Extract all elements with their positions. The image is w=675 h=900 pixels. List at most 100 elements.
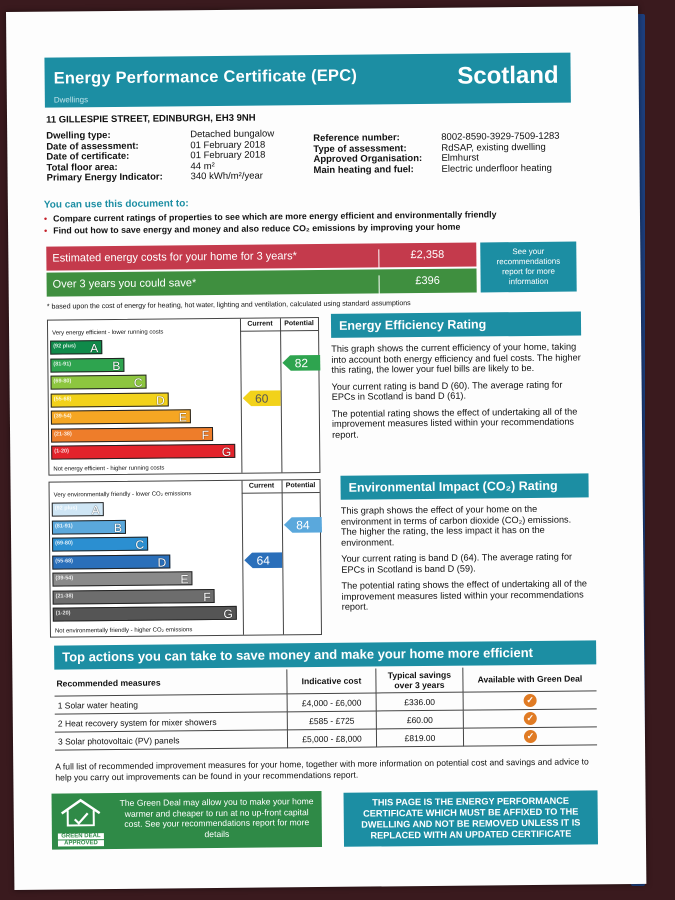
savings-cell: £60.00 <box>376 710 464 729</box>
detail-value: 340 kWh/m²/year <box>190 170 263 183</box>
details-left: Dwelling type: Detached bungalow Date of … <box>46 128 312 184</box>
band-range: (81-91) <box>54 522 73 530</box>
header-green-deal: Available with Green Deal <box>462 666 597 693</box>
band-range: (55-68) <box>55 557 74 565</box>
measure-cell: 3 Solar photovoltaic (PV) panels <box>54 729 288 751</box>
chart-bottom-label: Not energy efficient - higher running co… <box>53 465 165 473</box>
cost-cell: £585 - £725 <box>287 710 377 730</box>
cost-cell: £4,000 - £6,000 <box>287 692 377 712</box>
rating-band-a: (92 plus) A <box>50 340 103 355</box>
potential-rating-arrow: 82 <box>282 354 320 370</box>
detail-row: Primary Energy Indicator: 340 kWh/m²/year <box>47 171 312 184</box>
current-column-header: Current <box>247 320 273 328</box>
band-range: (21-38) <box>55 592 74 600</box>
chart-top-label: Very energy efficient - lower running co… <box>52 329 164 337</box>
ei-current-rating-text: Your current rating is band D (64). The … <box>341 551 573 575</box>
savings-row: Over 3 years you could save* £396 <box>46 268 477 300</box>
band-letter: B <box>113 520 123 535</box>
ee-potential-rating-text: The potential rating shows the effect of… <box>331 406 578 440</box>
environmental-impact-title: Environmental Impact (CO₂) Rating <box>340 473 589 500</box>
property-address: 11 GILLESPIE STREET, EDINBURGH, EH3 9NH <box>45 112 256 126</box>
document-subtitle: Dwellings <box>53 95 89 105</box>
band-range: (69-80) <box>55 540 73 547</box>
rating-band-f: (21-38) F <box>50 426 214 443</box>
house-icon <box>60 798 101 827</box>
details-right: Reference number: 8002-8590-3929-7509-128… <box>313 131 583 176</box>
detail-value: 01 February 2018 <box>190 149 266 162</box>
detail-value: Electric underfloor heating <box>441 162 552 175</box>
band-range: (55-68) <box>53 395 72 403</box>
savings-cell: £819.00 <box>376 728 464 747</box>
chart-top-label: Very environmentally friendly - lower CO… <box>53 491 192 499</box>
top-actions-title: Top actions you can take to save money a… <box>54 640 597 670</box>
current-rating-arrow: 60 <box>243 390 281 406</box>
ei-potential-rating-text: The potential rating shows the effect of… <box>341 578 588 612</box>
green-deal-cell: ✓ <box>463 690 597 711</box>
band-range: (1-20) <box>55 610 71 617</box>
table-row: 3 Solar photovoltaic (PV) panels £5,000 … <box>54 726 598 751</box>
cost-footnote: * based upon the cost of energy for heat… <box>46 300 411 311</box>
rating-band-g: (1-20) G <box>51 443 236 460</box>
country-label: Scotland <box>457 61 559 90</box>
logo-text-bottom: APPROVED <box>57 840 105 847</box>
current-rating-value: 64 <box>256 552 271 568</box>
ee-current-rating-text: Your current rating is band D (60). The … <box>331 379 563 402</box>
savings-label: Over 3 years you could save* <box>52 277 197 291</box>
measure-cell: 1 Solar water heating <box>54 693 288 715</box>
rating-band-d: (55-68) D <box>50 391 169 408</box>
current-column-header: Current <box>248 482 275 490</box>
cost-cell: £5,000 - £8,000 <box>287 728 377 748</box>
band-letter: E <box>178 410 187 425</box>
cost-summary: Estimated energy costs for your home for… <box>46 241 577 300</box>
check-icon: ✓ <box>523 693 537 708</box>
current-rating-value: 60 <box>254 390 269 406</box>
band-letter: D <box>157 554 167 570</box>
potential-column-header: Potential <box>284 320 314 328</box>
rating-band-c: (69-80) C <box>50 374 147 390</box>
band-range: (92 plus) <box>53 343 76 350</box>
see-recommendations-text: See your recommendations report for more… <box>496 246 561 287</box>
ee-paragraph: This graph shows the current efficiency … <box>331 341 581 375</box>
band-letter: F <box>203 589 211 604</box>
rating-band-f: (21-38) F <box>52 588 215 605</box>
ee-text-section: Energy Efficiency Rating This graph show… <box>330 311 582 440</box>
actions-table: Recommended measures Indicative cost Typ… <box>54 666 598 751</box>
green-deal-cell: ✓ <box>463 708 597 729</box>
potential-rating-arrow: 84 <box>284 516 322 532</box>
detail-row: Main heating and fuel: Electric underfloo… <box>313 162 583 176</box>
band-letter: F <box>201 427 210 442</box>
green-deal-logo: GREEN DEAL APPROVED <box>57 797 105 847</box>
band-letter: B <box>112 358 121 373</box>
rating-band-e: (39-54) E <box>52 571 193 587</box>
check-icon: ✓ <box>523 729 538 744</box>
rating-band-b: (81-91) B <box>51 519 127 535</box>
use-document-title: You can use this document to: <box>43 198 189 211</box>
band-letter: G <box>223 606 233 621</box>
band-letter: C <box>133 375 143 390</box>
energy-efficiency-chart: Current Potential Very energy efficient … <box>46 317 320 476</box>
rating-band-c: (69-80) C <box>52 536 149 552</box>
epc-header: Energy Performance Certificate (EPC) Dwe… <box>44 52 571 108</box>
band-letter: A <box>91 503 100 518</box>
detail-key: Primary Energy Indicator: <box>46 171 163 184</box>
logo-text-top: GREEN DEAL <box>57 833 104 840</box>
header-savings: Typical savings over 3 years <box>375 667 464 693</box>
energy-efficiency-title: Energy Efficiency Rating <box>330 311 582 338</box>
estimated-cost-row: Estimated energy costs for your home for… <box>46 242 477 274</box>
potential-rating-value: 84 <box>296 517 310 532</box>
certificate-notice-text: THIS PAGE IS THE ENERGY PERFORMANCE CERT… <box>361 795 581 841</box>
document-title: Energy Performance Certificate (EPC) <box>53 66 358 88</box>
rating-band-d: (55-68) D <box>52 553 171 570</box>
see-recommendations-box: See your recommendations report for more… <box>480 241 577 293</box>
rating-band-b: (81-91) B <box>50 357 125 373</box>
green-deal-cell: ✓ <box>463 726 598 747</box>
chart-bottom-label: Not environmentally friendly - higher CO… <box>54 627 193 635</box>
potential-rating-value: 82 <box>294 355 309 370</box>
band-letter: C <box>135 537 145 552</box>
band-letter: D <box>155 392 165 408</box>
bullet-text: Find out how to save energy and money an… <box>53 221 461 236</box>
band-range: (39-54) <box>53 413 72 420</box>
current-rating-arrow: 64 <box>244 552 282 568</box>
band-letter: G <box>221 444 232 459</box>
green-deal-text: The Green Deal may allow you to make you… <box>119 796 314 839</box>
